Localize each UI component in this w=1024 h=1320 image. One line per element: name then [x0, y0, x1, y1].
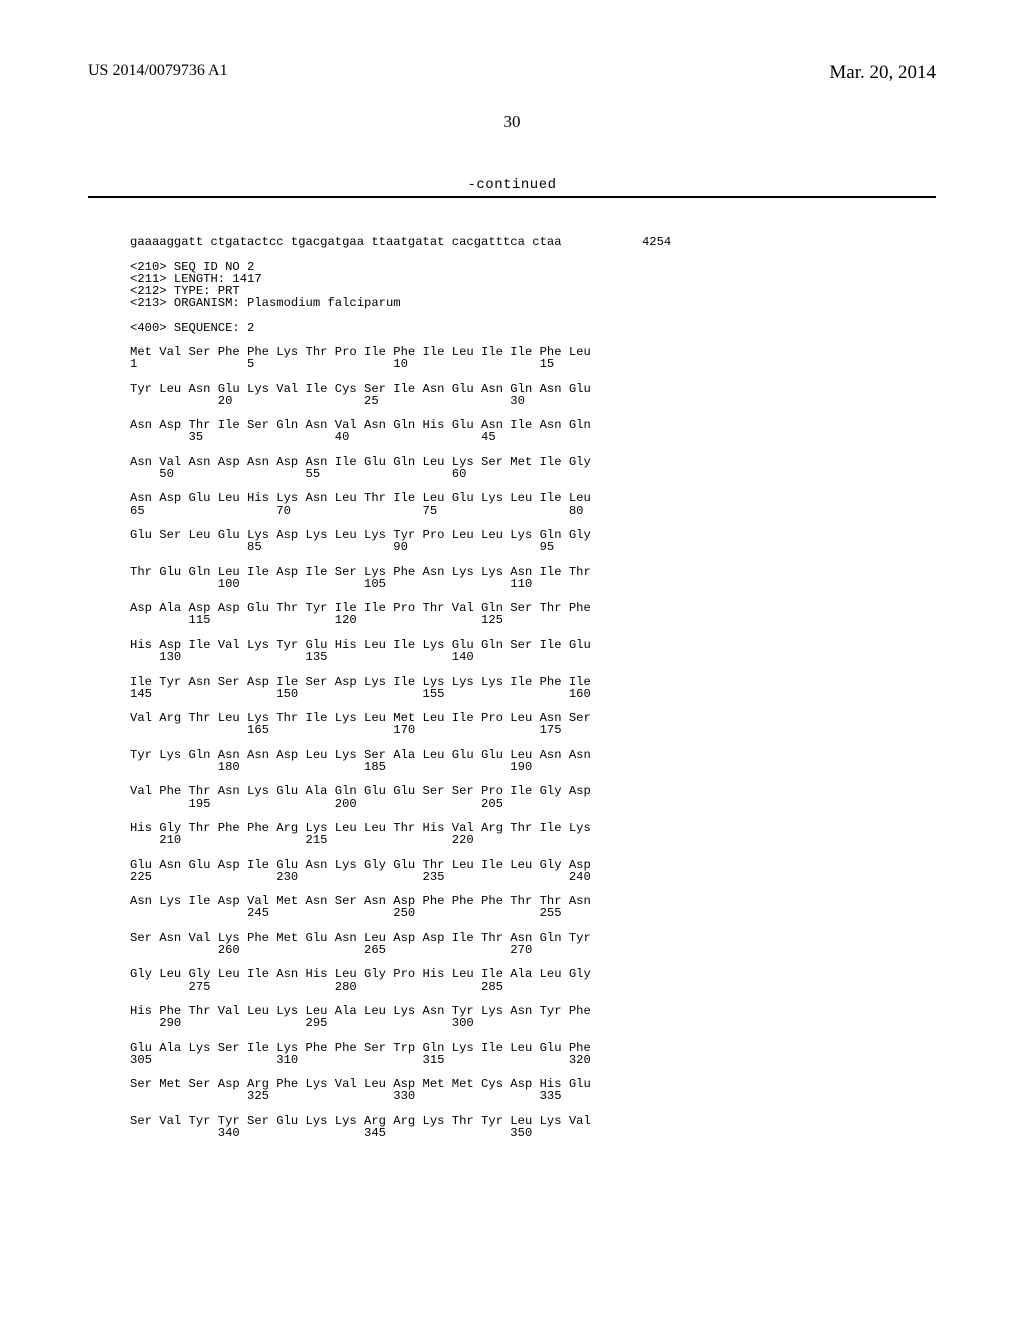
continued-rule-top: [88, 196, 936, 198]
header-pubnum: US 2014/0079736 A1: [88, 62, 228, 80]
header-date: Mar. 20, 2014: [829, 62, 936, 84]
page-number: 30: [0, 112, 1024, 132]
sequence-listing: gaaaaggatt ctgatactcc tgacgatgaa ttaatga…: [130, 236, 671, 1139]
page: US 2014/0079736 A1 Mar. 20, 2014 30 -con…: [0, 0, 1024, 1320]
continued-label: -continued: [88, 177, 936, 193]
continued-block: -continued: [88, 174, 936, 198]
